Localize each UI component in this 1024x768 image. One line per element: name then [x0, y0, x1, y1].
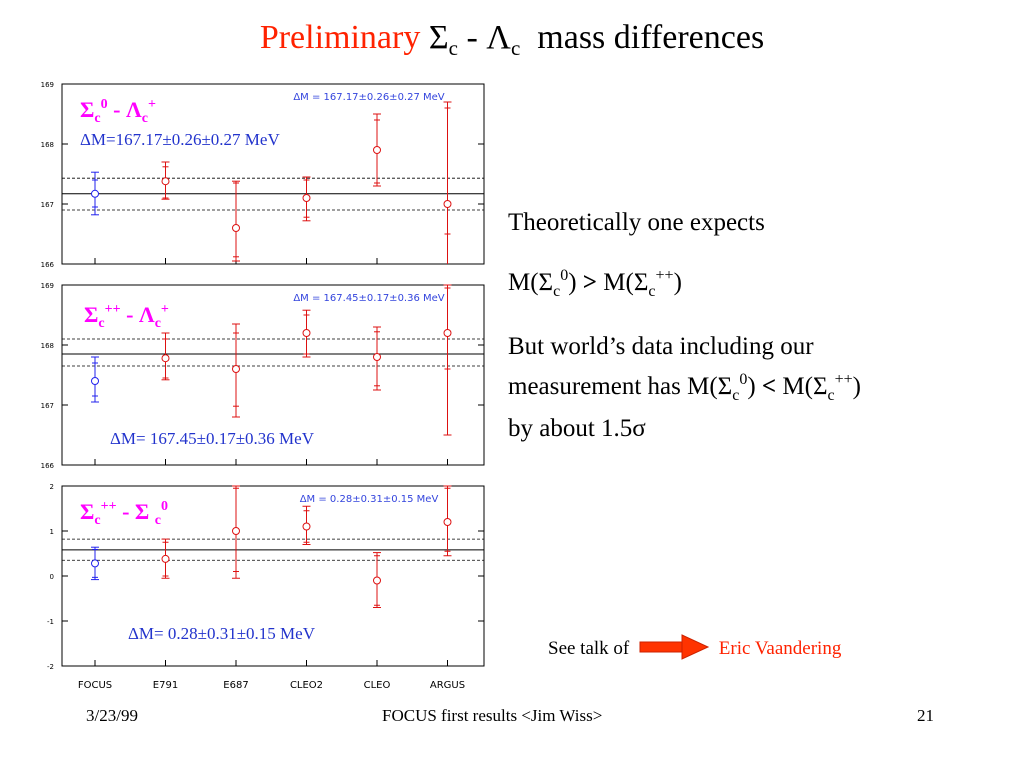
plot-svg-2: 166 167 168 169 ΔM = 167.45±0.17±0.36 MeV [41, 282, 485, 470]
expectation-relation: M(Σc0) > M(Σc++) [508, 267, 682, 300]
panel-2-label: Σc++ - Λc+ [84, 302, 169, 331]
panel-1-delta-m: ΔM=167.17±0.26±0.27 MeV [80, 130, 280, 149]
plot-svg-1: 166 167 168 169 ΔM = 167.17±0.26±0.27 MeV [41, 81, 485, 269]
title-preliminary: Preliminary [259, 19, 421, 56]
footer-title: FOCUS first results <Jim Wiss> [382, 706, 603, 725]
x-category-label: CLEO [364, 680, 391, 691]
data-point-cleo [373, 113, 381, 187]
title-dash: - [457, 19, 487, 56]
title-sub-c1: c [448, 36, 458, 60]
slide-title: Preliminary Σc - Λc mass differences [0, 18, 1024, 60]
plot-legend-text: ΔM = 0.28±0.31±0.15 MeV [300, 494, 439, 505]
y-tick-label: 1 [50, 528, 54, 536]
panel-3-label: Σc++ - Σ c0 [80, 499, 169, 528]
data-point-argus [443, 101, 452, 264]
speaker-link[interactable]: Eric Vaandering [718, 638, 842, 659]
data-point-cleo [373, 552, 381, 608]
data-marker [443, 329, 452, 337]
y-tick-label: -1 [47, 618, 54, 626]
plot-legend-text: ΔM = 167.17±0.26±0.27 MeV [293, 92, 444, 103]
y-tick-label: 0 [50, 573, 54, 581]
see-talk-prefix: See talk of [548, 638, 630, 659]
data-marker [161, 177, 170, 186]
y-tick-label: 168 [41, 141, 54, 149]
panel-2-delta-m: ΔM= 167.45±0.17±0.36 MeV [110, 429, 314, 448]
data-marker [91, 559, 99, 568]
title-sub-c2: c [510, 36, 521, 60]
title-sigma: Σ [428, 19, 449, 56]
plot-frame [61, 83, 485, 265]
data-point-focus [91, 546, 99, 581]
data-marker [91, 189, 99, 198]
expectation-text: Theoretically one expects [508, 209, 765, 236]
y-tick-label: 169 [41, 282, 54, 290]
data-point-cleo [373, 326, 381, 391]
y-tick-label: 2 [50, 483, 54, 491]
data-marker [373, 576, 381, 585]
data-point-cleo2 [302, 176, 311, 222]
data-point-e687 [232, 485, 240, 579]
data-marker [232, 365, 240, 373]
data-marker [443, 518, 452, 526]
mass-diff-panel-1: 166 167 168 169 ΔM = 167.17±0.26±0.27 MeV Σc… [38, 81, 490, 274]
data-point-e687 [232, 323, 240, 418]
x-category-label: CLEO2 [290, 680, 323, 691]
data-marker [302, 329, 311, 337]
see-talk: See talk of Eric Vaandering [548, 634, 841, 660]
right-arrow-icon [639, 634, 710, 660]
footer-date: 3/23/99 [86, 706, 138, 725]
data-marker [373, 146, 381, 154]
x-category-label: ARGUS [430, 680, 465, 691]
x-category-label: FOCUS [78, 680, 112, 691]
y-tick-label: 169 [41, 81, 54, 89]
data-marker [302, 522, 311, 531]
y-tick-label: 166 [41, 261, 55, 269]
data-marker [373, 353, 381, 361]
data-point-cleo2 [302, 505, 311, 545]
x-category-label: E687 [223, 680, 248, 691]
data-marker [302, 194, 311, 202]
data-marker [91, 377, 99, 385]
plot-svg-3: -2 -1 0 1 2 ΔM = 0.28±0.31±0.15 MeV FOCUS E791 E… [47, 483, 485, 691]
title-rest: mass differences [520, 19, 765, 56]
panel-3-delta-m: ΔM= 0.28±0.31±0.15 MeV [128, 624, 315, 643]
y-tick-label: 168 [41, 342, 54, 350]
world-data-line3: by about 1.5σ [508, 415, 646, 442]
data-point-e791 [161, 538, 170, 579]
title-lambda: Λ [486, 19, 511, 56]
data-point-focus [91, 356, 99, 403]
data-point-focus [91, 171, 99, 216]
data-marker [161, 354, 170, 363]
plot-legend-text: ΔM = 167.45±0.17±0.36 MeV [293, 293, 444, 304]
y-tick-label: -2 [47, 663, 54, 671]
panel-1-label: Σc0 - Λc+ [80, 97, 156, 126]
data-point-e791 [161, 161, 170, 200]
data-marker [232, 527, 240, 535]
mass-diff-panel-3: -2 -1 0 1 2 ΔM = 0.28±0.31±0.15 MeV FOCUS E791 E… [38, 483, 490, 691]
data-point-argus [443, 485, 452, 557]
world-data-line2: measurement has M(Σc0) < M(Σc++) [508, 371, 861, 404]
y-tick-label: 167 [41, 201, 54, 209]
footer-page-number: 21 [917, 706, 934, 725]
mass-diff-panel-2: 166 167 168 169 ΔM = 167.45±0.17±0.36 MeV Σc… [38, 282, 490, 475]
x-category-label: E791 [153, 680, 178, 691]
world-data-line1: But world’s data including our [508, 333, 814, 360]
data-marker [161, 554, 170, 563]
data-point-argus [443, 284, 452, 436]
data-point-e687 [232, 180, 240, 262]
plot-frame [61, 284, 485, 466]
y-tick-label: 166 [41, 462, 55, 470]
data-point-cleo2 [302, 309, 311, 358]
data-marker [443, 200, 452, 208]
y-tick-label: 167 [41, 402, 54, 410]
data-marker [232, 224, 240, 232]
data-point-e791 [161, 332, 170, 381]
